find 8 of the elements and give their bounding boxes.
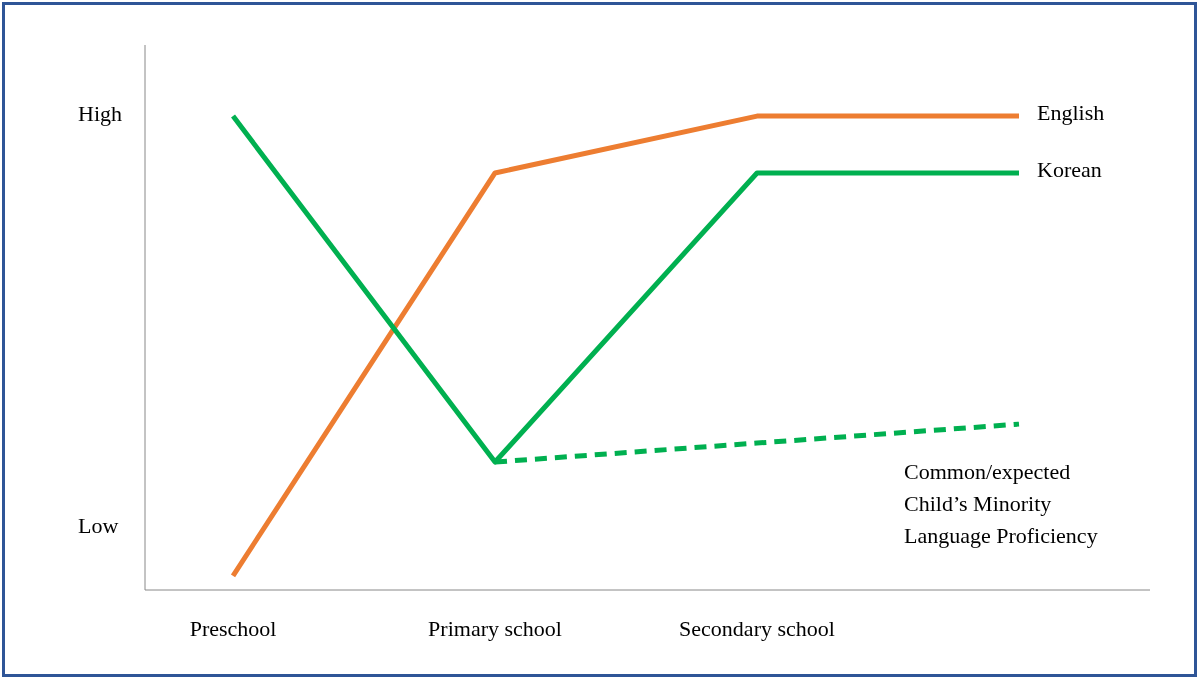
series-label: English — [1037, 100, 1105, 126]
x-tick-label: Preschool — [189, 615, 277, 641]
text: Low — [78, 513, 119, 539]
series-label: Korean — [1037, 156, 1102, 182]
text: High — [78, 101, 122, 127]
x-tick-label: Primary school — [428, 615, 562, 641]
series-label: Common/expected Child’s Minority Language Proficiency — [904, 459, 1098, 549]
x-tick-label: Secondary school — [679, 615, 835, 641]
